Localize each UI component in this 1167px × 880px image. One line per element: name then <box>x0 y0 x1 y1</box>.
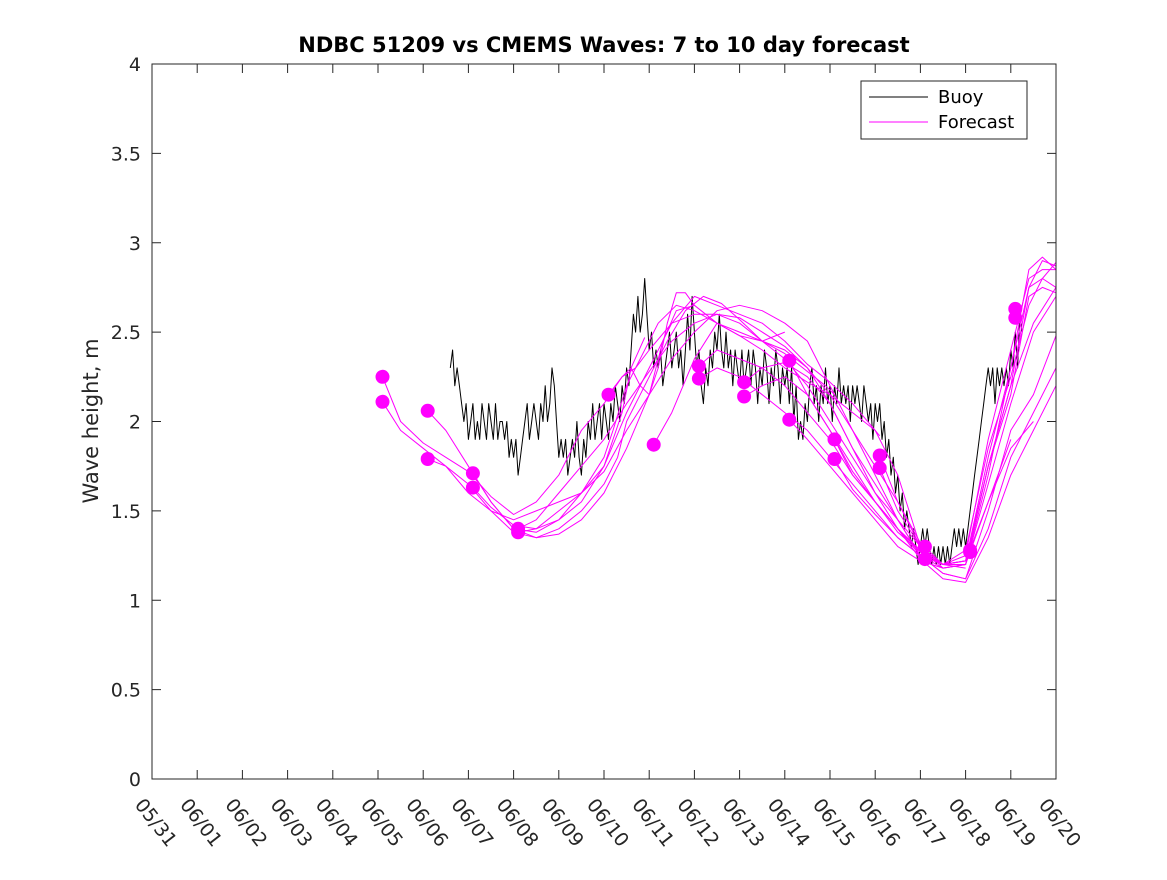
plot-area <box>375 256 1057 583</box>
forecast-start-marker-11 <box>691 371 706 386</box>
forecast-start-marker-13 <box>737 389 752 404</box>
chart-title: NDBC 51209 vs CMEMS Waves: 7 to 10 day f… <box>298 33 909 57</box>
y-tick-label-4: 2 <box>129 412 141 434</box>
forecast-series-line-14 <box>743 286 1057 565</box>
y-tick-label-0: 0 <box>129 769 141 791</box>
y-tick-label-1: 0.5 <box>111 680 141 702</box>
forecast-start-marker-3 <box>420 452 435 466</box>
forecast-start-marker-7 <box>511 525 526 540</box>
forecast-start-marker-0 <box>375 369 390 384</box>
forecast-start-marker-14 <box>782 353 797 368</box>
forecast-start-marker-1 <box>375 394 390 409</box>
forecast-start-marker-10 <box>691 359 706 374</box>
forecast-start-marker-15 <box>782 412 797 427</box>
forecast-start-marker-12 <box>737 375 752 390</box>
forecast-series-line-16 <box>788 256 1057 569</box>
y-tick-label-7: 3.5 <box>111 143 141 165</box>
forecast-start-marker-20 <box>917 539 932 554</box>
legend-forecast-label: Forecast <box>938 112 1014 133</box>
forecast-series-line-7 <box>517 313 966 569</box>
forecast-series-line-19 <box>879 287 1057 565</box>
y-axis-label: Wave height, m <box>79 338 103 503</box>
forecast-start-marker-4 <box>465 466 480 481</box>
forecast-start-marker-19 <box>872 461 887 475</box>
y-tick-label-5: 2.5 <box>111 322 141 344</box>
forecast-start-marker-16 <box>827 432 842 447</box>
forecast-start-marker-2 <box>420 403 435 418</box>
y-tick-label-8: 4 <box>129 54 141 76</box>
forecast-series-line-12 <box>698 335 1057 580</box>
forecast-series-line-5 <box>472 304 881 539</box>
forecast-start-marker-9 <box>646 437 661 452</box>
forecast-start-marker-18 <box>872 448 887 463</box>
legend-box <box>860 80 1028 140</box>
legend: Buoy Forecast <box>860 80 1028 140</box>
forecast-start-marker-23 <box>963 545 978 559</box>
y-tick-label-6: 3 <box>129 233 141 255</box>
forecast-start-marker-8 <box>601 387 616 402</box>
forecast-start-marker-17 <box>827 452 842 466</box>
forecast-series-line-4 <box>427 295 835 539</box>
buoy-series-line <box>449 278 1023 565</box>
y-tick-label-2: 1 <box>129 590 141 612</box>
forecast-start-marker-25 <box>1008 310 1023 325</box>
forecast-start-marker-21 <box>917 552 932 567</box>
y-tick-label-3: 1.5 <box>111 501 141 523</box>
forecast-series-line-6 <box>472 295 921 547</box>
forecast-start-marker-5 <box>465 480 480 495</box>
legend-buoy-label: Buoy <box>938 87 984 108</box>
forecast-series-line-20 <box>879 296 1057 569</box>
